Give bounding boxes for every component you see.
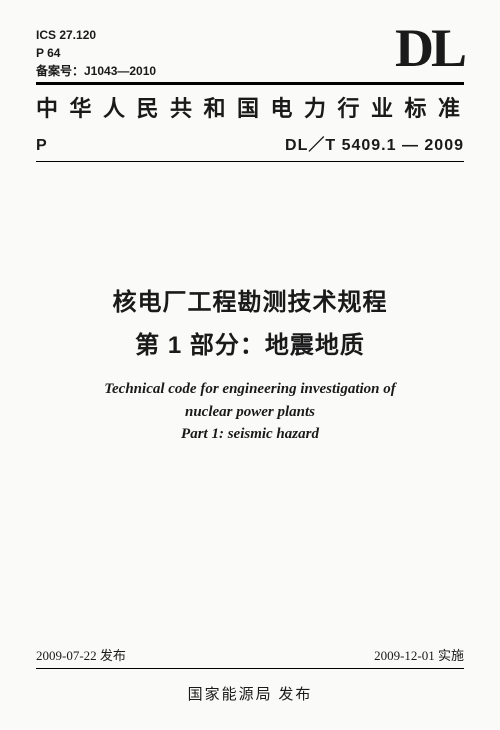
classification-block: ICS 27.120 P 64 备案号：J1043—2010: [36, 26, 156, 80]
main-title-block: 核电厂工程勘测技术规程 第 1 部分：地震地质 Technical code f…: [36, 282, 464, 446]
divider-heavy-top: [36, 82, 464, 85]
ics-code: ICS 27.120: [36, 26, 156, 44]
title-english-line1: Technical code for engineering investiga…: [36, 378, 464, 401]
issuer: 国家能源局 发布: [36, 683, 464, 704]
standard-code-row: P DL／T 5409.1 — 2009: [36, 131, 464, 155]
date-row: 2009-07-22 发布 2009-12-01 实施: [36, 645, 464, 664]
divider-thin-upper: [36, 161, 464, 162]
dl-logo: DL: [395, 24, 464, 73]
organization-title: 中华人民共和国电力行业标准: [36, 91, 464, 123]
standard-code-number: DL／T 5409.1 — 2009: [285, 131, 464, 155]
header-top: ICS 27.120 P 64 备案号：J1043—2010 DL: [36, 26, 464, 80]
code-prefix: P: [36, 137, 47, 155]
record-number: 备案号：J1043—2010: [36, 62, 156, 80]
title-chinese-line2: 第 1 部分：地震地质: [36, 325, 464, 360]
p-classification: P 64: [36, 44, 156, 62]
title-english: Technical code for engineering investiga…: [36, 378, 464, 446]
title-english-line2: nuclear power plants: [36, 401, 464, 424]
title-chinese-line1: 核电厂工程勘测技术规程: [36, 282, 464, 317]
standard-cover-page: ICS 27.120 P 64 备案号：J1043—2010 DL 中华人民共和…: [0, 0, 500, 730]
footer-block: 2009-07-22 发布 2009-12-01 实施 国家能源局 发布: [36, 645, 464, 704]
publish-date: 2009-07-22 发布: [36, 645, 126, 664]
title-english-line3: Part 1: seismic hazard: [36, 423, 464, 446]
divider-thin-lower: [36, 668, 464, 669]
effective-date: 2009-12-01 实施: [374, 645, 464, 664]
